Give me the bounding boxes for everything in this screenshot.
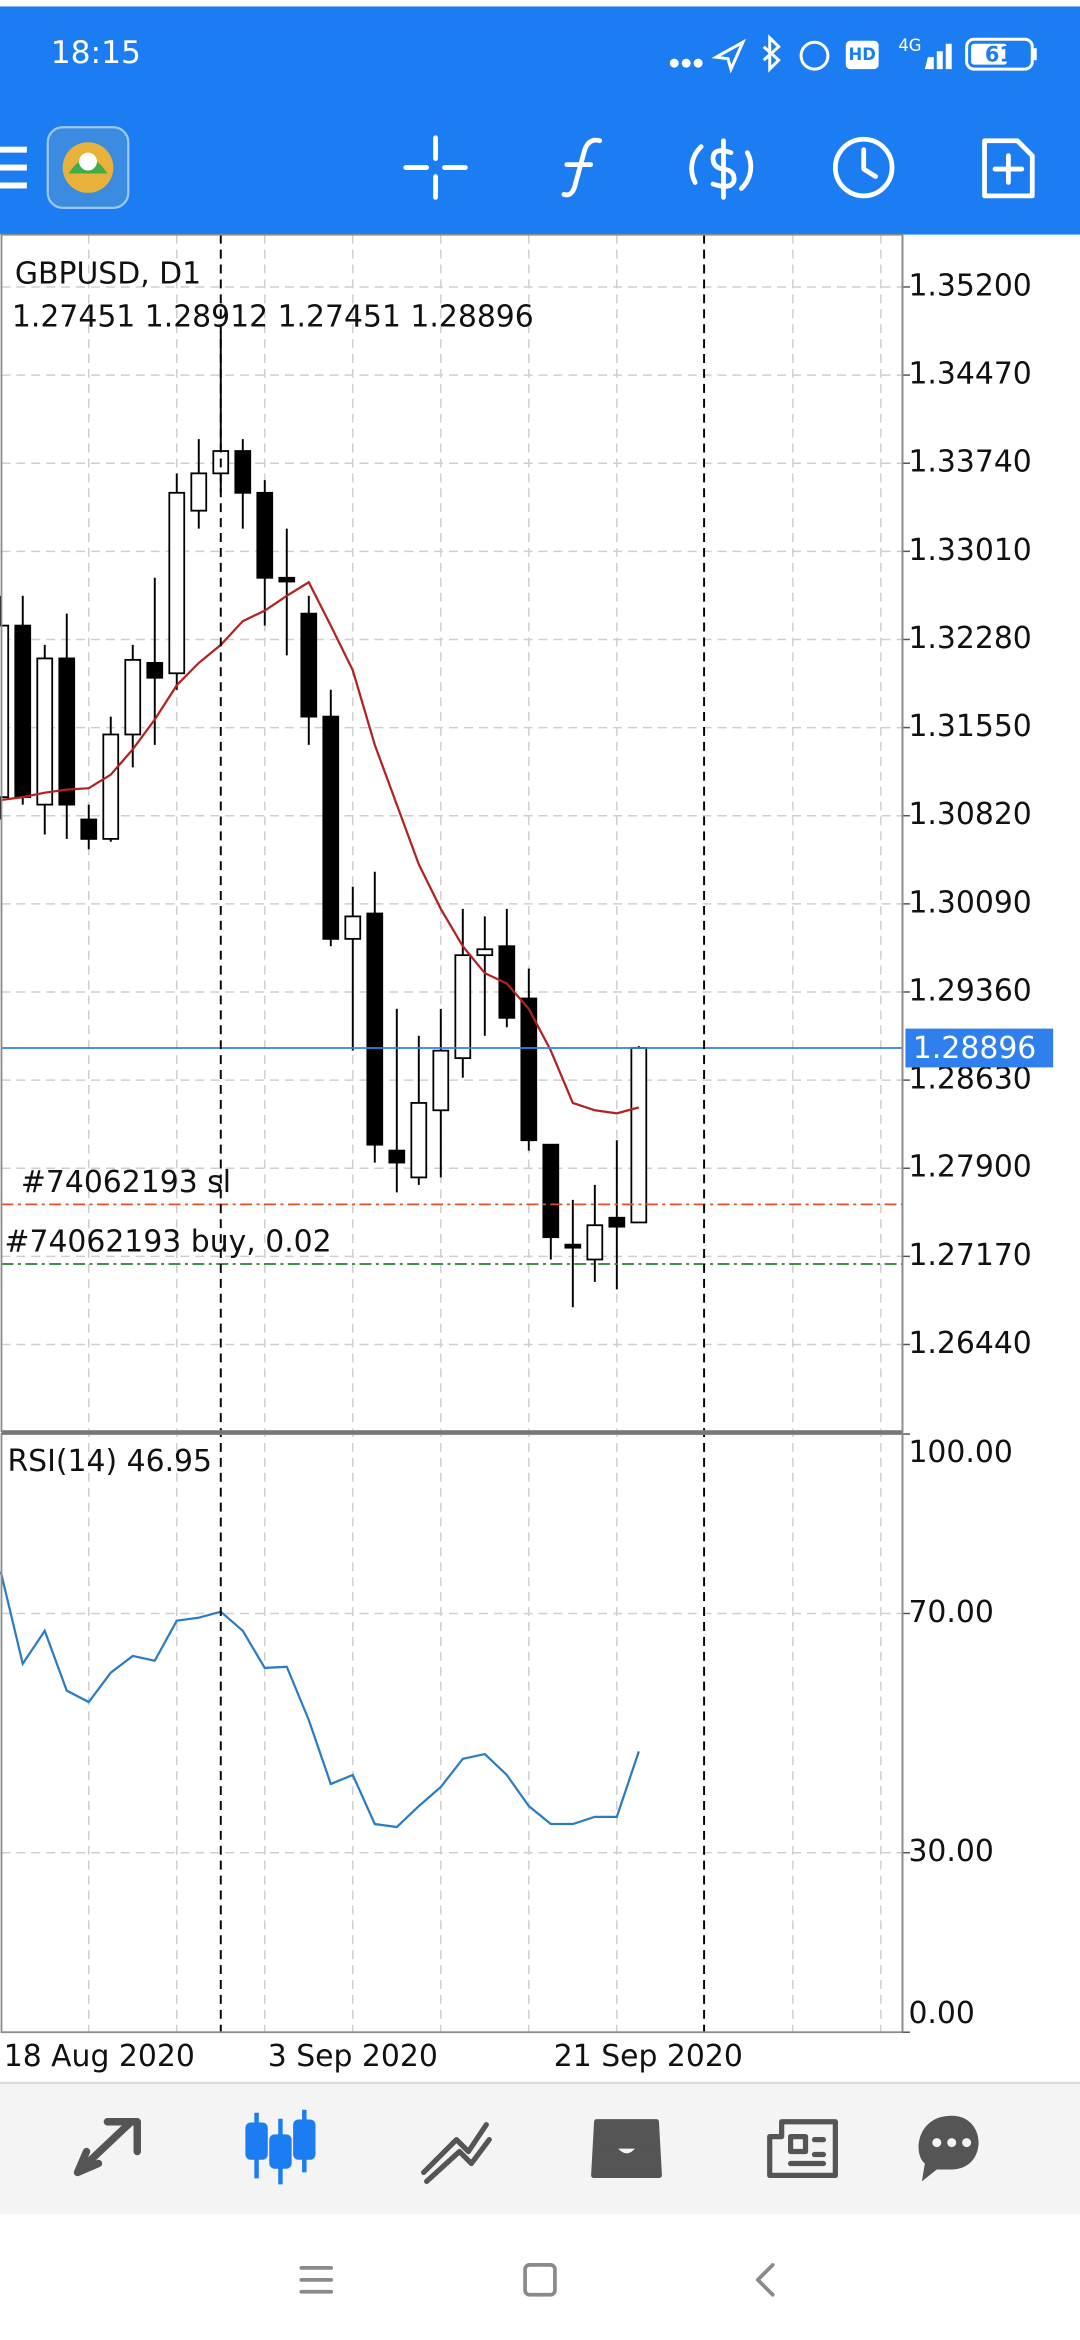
y-tick-label: 1.35200: [908, 268, 1031, 303]
system-nav-bar: [0, 2214, 1080, 2334]
chart-tab[interactable]: [245, 2109, 316, 2185]
messages-tab[interactable]: [918, 2115, 979, 2182]
candle-body: [410, 1102, 428, 1179]
labels: 1.35200 1.34470 1.33740 1.33010 1.32280 1.315…: [4, 234, 1054, 2074]
y-tick-label: 1.27900: [908, 1150, 1031, 1185]
recents-button[interactable]: [299, 2266, 334, 2294]
clock: 18:15: [51, 35, 141, 71]
rsi-title: RSI(14) 46.95: [7, 1444, 212, 1479]
news-tab[interactable]: [767, 2119, 838, 2179]
timeframe-button[interactable]: [832, 136, 895, 199]
x-tick-label: 21 Sep 2020: [554, 2039, 743, 2074]
crosshair-button[interactable]: [403, 135, 468, 200]
history-tab[interactable]: [591, 2119, 662, 2179]
candle-body: [476, 948, 494, 957]
y-tick-label: 1.27170: [908, 1238, 1031, 1273]
candle-body: [388, 1149, 406, 1164]
candle-body: [586, 1224, 604, 1261]
y-tick-label: 1.28630: [908, 1062, 1031, 1097]
candle-body: [322, 715, 340, 940]
candle-body: [454, 954, 472, 1060]
candle-body: [146, 662, 164, 679]
candle-body: [14, 624, 32, 799]
chart-title: GBPUSD, D1: [15, 256, 201, 291]
candle-body: [168, 491, 186, 675]
order-label: #74062193 sl: [21, 1165, 231, 1200]
y-tick-label: 100.00: [908, 1435, 1012, 1470]
candle-body: [190, 472, 208, 512]
tab-bar: [0, 2082, 1080, 2215]
y-tick-label: 1.34470: [908, 357, 1031, 392]
y-tick-label: 1.31550: [908, 709, 1031, 744]
candle-body: [234, 450, 252, 494]
y-tick-label: 1.30090: [908, 885, 1031, 920]
x-tick-label: 3 Sep 2020: [268, 2039, 438, 2074]
menu-button[interactable]: [0, 146, 27, 189]
y-tick-label: 1.26440: [908, 1326, 1031, 1361]
rsi-line: [0, 1571, 640, 1829]
candle-body: [564, 1243, 582, 1249]
y-tick-label: 70.00: [908, 1595, 993, 1630]
hd-badge: HD: [849, 45, 876, 64]
candle-body: [344, 915, 362, 940]
candle-body: [124, 658, 142, 736]
current-price-badge: [905, 1028, 1054, 1068]
status-icons: [669, 34, 1037, 74]
y-tick-label: 1.32280: [908, 621, 1031, 656]
candle-body: [520, 997, 538, 1142]
y-tick-label: 1.29360: [908, 973, 1031, 1008]
indicators-button[interactable]: [561, 137, 603, 198]
candle-body: [608, 1216, 626, 1228]
quotes-tab[interactable]: [73, 2117, 141, 2177]
x-tick-label: 18 Aug 2020: [4, 2039, 195, 2074]
app-logo[interactable]: [46, 126, 130, 209]
candle-body: [80, 818, 98, 840]
current-price-label: 1.28896: [913, 1031, 1036, 1066]
home-button[interactable]: [523, 2263, 557, 2297]
candle-body: [36, 657, 54, 806]
candle-body: [256, 491, 274, 579]
y-tick-label: 1.33010: [908, 533, 1031, 568]
candle-body: [630, 1047, 648, 1224]
candle-body: [58, 657, 76, 806]
candle-body: [300, 612, 318, 718]
trade-button[interactable]: [689, 138, 754, 200]
candle-body: [102, 733, 120, 840]
candle-body: [432, 1049, 450, 1112]
candle-body: [366, 912, 384, 1146]
candle-body: [498, 945, 516, 1019]
moving-average: [0, 580, 640, 1115]
order-label: #74062193 buy, 0.02: [4, 1225, 331, 1260]
y-tick-label: 1.33740: [908, 445, 1031, 480]
network-type: 4G: [898, 36, 921, 55]
y-tick-label: 1.30820: [908, 797, 1031, 832]
candle-body: [278, 576, 296, 583]
back-button[interactable]: [755, 2263, 775, 2297]
grid: [1, 234, 903, 2033]
y-tick-label: 30.00: [908, 1834, 993, 1869]
app-bar: [0, 6, 1080, 235]
plot: [0, 331, 903, 1829]
battery-level: 61: [985, 43, 1014, 67]
candle-body: [542, 1143, 560, 1239]
ohlc-readout: 1.27451 1.28912 1.27451 1.28896: [12, 300, 534, 335]
trade-tab[interactable]: [421, 2122, 492, 2184]
y-tick-label: 0.00: [908, 1996, 974, 2031]
new-order-button[interactable]: [982, 138, 1035, 199]
